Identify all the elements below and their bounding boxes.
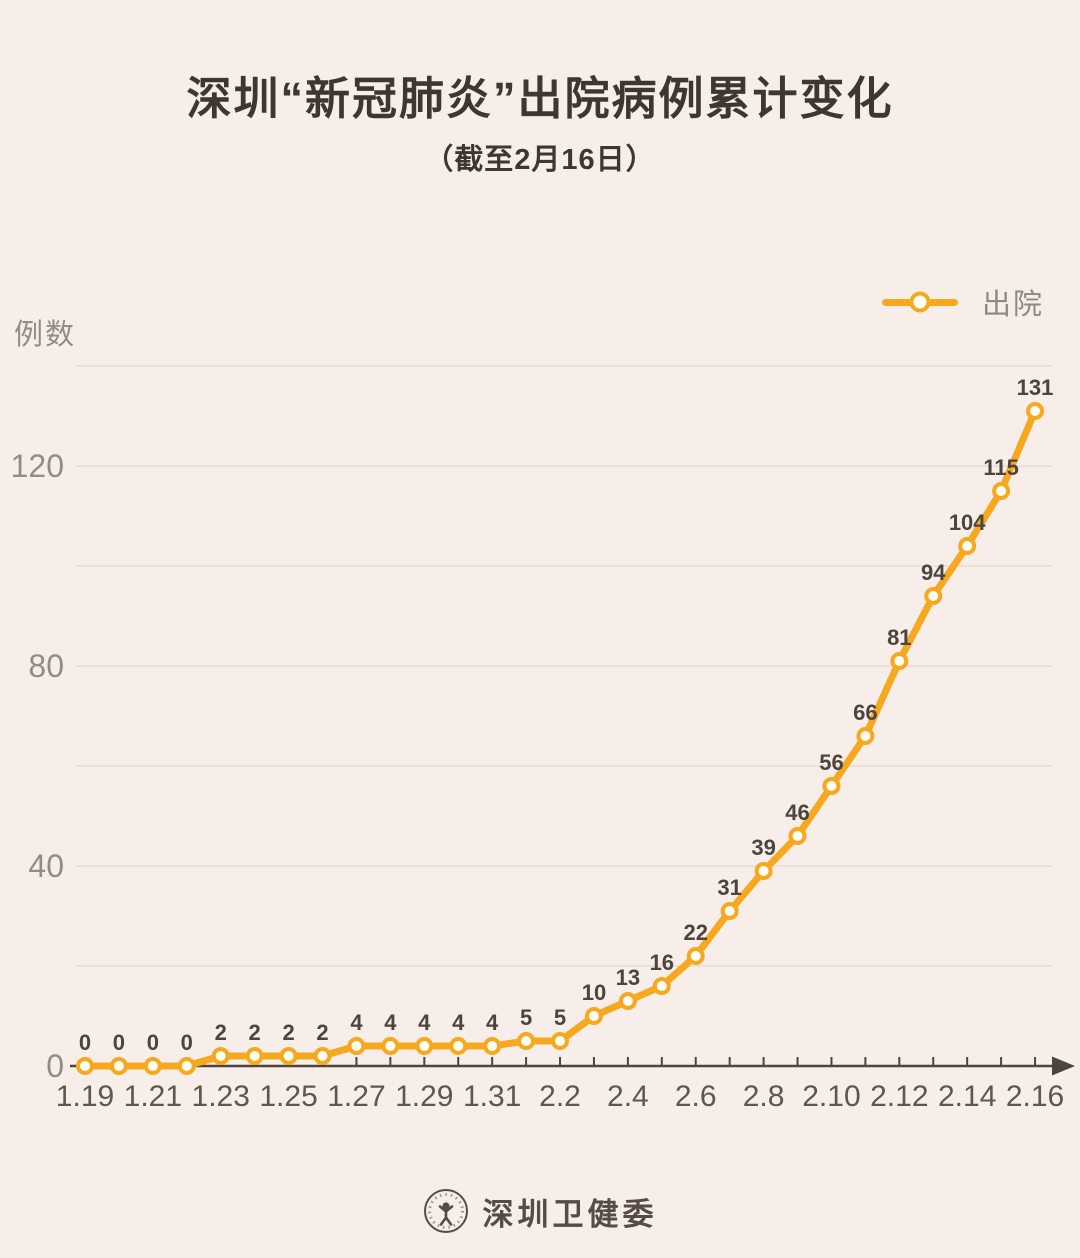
x-axis-arrow-icon — [1052, 1056, 1075, 1076]
data-point — [381, 1037, 400, 1055]
data-point-label: 66 — [853, 700, 877, 725]
page-subtitle: （截至2月16日） — [424, 144, 656, 176]
org-name: 深圳卫健委 — [482, 1196, 658, 1232]
data-point-label: 22 — [683, 920, 707, 945]
legend-line-swatch — [882, 291, 958, 313]
data-point-label: 16 — [650, 950, 674, 975]
data-point-label: 4 — [384, 1010, 397, 1035]
data-point-label: 2 — [215, 1020, 227, 1045]
data-point — [347, 1037, 366, 1055]
x-tick-label: 2.14 — [938, 1080, 996, 1113]
x-tick-label: 2.6 — [675, 1080, 717, 1113]
data-point-label: 131 — [1017, 375, 1054, 400]
data-point — [279, 1047, 298, 1065]
data-point-label: 94 — [921, 560, 946, 585]
x-tick-label: 2.16 — [1006, 1080, 1064, 1113]
data-point-label: 0 — [181, 1030, 193, 1055]
data-point — [856, 727, 875, 745]
legend-marker-icon — [909, 291, 931, 313]
data-point-label: 46 — [785, 800, 809, 825]
data-point-label: 4 — [452, 1010, 465, 1035]
data-point — [313, 1047, 332, 1065]
data-point — [618, 992, 637, 1010]
x-tick-label: 2.4 — [607, 1080, 649, 1113]
y-tick-label: 40 — [28, 848, 64, 884]
legend: 出院 — [882, 281, 1044, 323]
x-tick-label: 1.25 — [259, 1080, 317, 1113]
health-commission-seal-icon — [423, 1189, 468, 1233]
footer: 深圳卫健委 — [0, 1188, 1080, 1234]
data-point-label: 5 — [554, 1005, 566, 1030]
data-point — [924, 587, 943, 605]
data-point-label: 104 — [949, 510, 986, 535]
x-tick-label: 1.23 — [192, 1080, 250, 1113]
data-point-label: 2 — [316, 1020, 328, 1045]
data-point-label: 115 — [983, 455, 1019, 480]
data-point-label: 81 — [887, 625, 911, 650]
data-point — [958, 537, 977, 555]
data-point — [992, 482, 1011, 500]
y-tick-label: 120 — [11, 448, 64, 484]
data-point — [177, 1057, 196, 1075]
data-point-label: 2 — [282, 1020, 294, 1045]
x-tick-label: 2.12 — [870, 1080, 928, 1113]
data-point-label: 31 — [717, 875, 741, 900]
x-tick-label: 2.2 — [539, 1080, 581, 1113]
x-tick-label: 1.31 — [463, 1080, 521, 1113]
x-tick-label: 1.27 — [327, 1080, 385, 1113]
data-point-label: 56 — [819, 750, 843, 775]
data-point — [890, 652, 909, 670]
data-point — [483, 1037, 502, 1055]
data-point — [415, 1037, 434, 1055]
y-tick-label: 80 — [28, 648, 64, 684]
data-point — [109, 1057, 128, 1075]
page-title: 深圳“新冠肺炎”出院病例累计变化 — [186, 73, 894, 124]
y-axis-title: 例数 — [14, 319, 77, 351]
data-point — [1026, 402, 1045, 420]
data-point-label: 0 — [147, 1030, 159, 1055]
x-tick-label: 1.29 — [395, 1080, 453, 1113]
x-tick-label: 2.10 — [802, 1080, 860, 1113]
y-tick-label: 0 — [46, 1048, 64, 1084]
data-point — [584, 1007, 603, 1025]
data-point — [686, 947, 705, 965]
x-tick-label: 1.21 — [124, 1080, 182, 1113]
data-point-label: 39 — [751, 835, 775, 860]
data-point-label: 13 — [616, 965, 640, 990]
data-point-label: 0 — [79, 1030, 91, 1055]
data-point — [551, 1032, 570, 1050]
data-point — [517, 1032, 536, 1050]
data-point — [754, 862, 773, 880]
data-point — [720, 902, 739, 920]
data-point — [143, 1057, 162, 1075]
data-point-label: 4 — [418, 1010, 431, 1035]
data-point-label: 10 — [582, 980, 606, 1005]
data-point — [788, 827, 807, 845]
data-point — [245, 1047, 264, 1065]
x-tick-label: 2.8 — [743, 1080, 785, 1113]
data-point — [211, 1047, 230, 1065]
data-point — [76, 1057, 94, 1075]
data-point — [449, 1037, 468, 1055]
data-point — [822, 777, 841, 795]
data-point-label: 2 — [249, 1020, 261, 1045]
data-point-label: 5 — [520, 1005, 532, 1030]
data-point-label: 0 — [113, 1030, 125, 1055]
legend-label: 出院 — [982, 289, 1045, 321]
x-tick-label: 1.19 — [56, 1080, 114, 1113]
data-point-label: 4 — [486, 1010, 499, 1035]
data-point — [652, 977, 671, 995]
data-line — [81, 407, 1039, 1070]
data-point-label: 4 — [350, 1010, 363, 1035]
